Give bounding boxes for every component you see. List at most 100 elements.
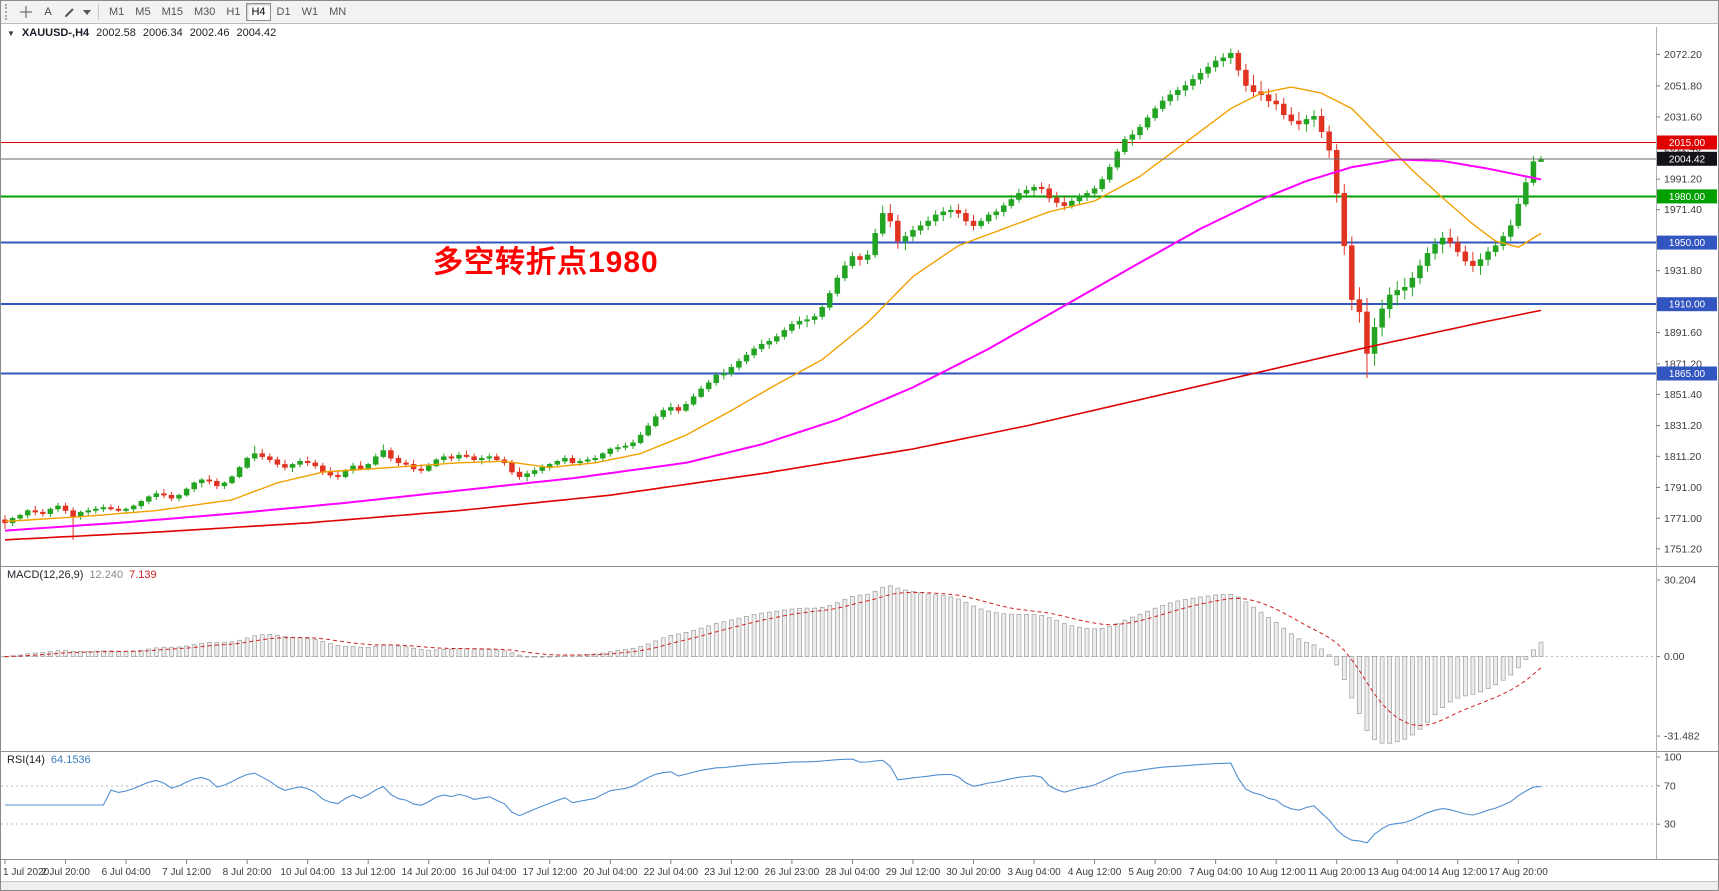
level-badge-1865.00: 1865.00 (1657, 366, 1717, 381)
time-axis-label: 10 Aug 12:00 (1247, 867, 1306, 878)
timeframe-button-m5[interactable]: M5 (130, 3, 155, 21)
candle (1197, 72, 1204, 80)
candle (1084, 193, 1090, 197)
toolbar: A M1 M5 M15 M30 H1 H4 D1 W1 MN (1, 1, 1718, 24)
candle (433, 459, 440, 467)
collapse-chart-icon[interactable]: ▼ (7, 28, 15, 38)
candle (1106, 166, 1113, 180)
candle (138, 501, 144, 507)
timeframe-button-h1[interactable]: H1 (221, 3, 245, 21)
candle (902, 236, 909, 242)
text-tool-label: A (44, 6, 52, 18)
candle (857, 256, 863, 260)
timeframe-button-mn[interactable]: MN (324, 3, 351, 21)
candle (441, 456, 447, 460)
candle (1091, 188, 1098, 194)
candle (1477, 259, 1484, 266)
time-axis-label: 4 Aug 12:00 (1068, 867, 1122, 878)
timeframe-button-m15[interactable]: M15 (157, 3, 188, 21)
candle (584, 459, 591, 462)
candle (789, 323, 795, 331)
draw-tool-caret-button[interactable] (81, 3, 93, 21)
candle (1031, 186, 1037, 191)
candle (713, 374, 720, 383)
text-tool-button[interactable]: A (37, 3, 59, 21)
candle (388, 450, 394, 459)
macd-histogram (2, 585, 1544, 744)
candle (1046, 188, 1052, 199)
candle (1311, 116, 1317, 120)
candle (1076, 196, 1083, 202)
candle (1371, 327, 1378, 354)
candle (645, 425, 651, 436)
candle (1318, 116, 1325, 132)
candle (872, 233, 878, 256)
candle (289, 464, 296, 468)
candle (940, 211, 946, 216)
candle (675, 407, 682, 411)
candle (1144, 117, 1151, 128)
candle (251, 453, 258, 459)
candle (698, 388, 704, 397)
candle (668, 407, 674, 411)
ma-fast (4, 86, 1542, 522)
candle (24, 510, 31, 516)
toolbar-separator (98, 4, 99, 20)
time-axis-label: 17 Aug 20:00 (1489, 867, 1548, 878)
candle (1137, 126, 1143, 136)
candle (373, 456, 379, 465)
candle (1432, 243, 1438, 254)
candle (342, 470, 349, 477)
timeframe-button-h4[interactable]: H4 (246, 3, 271, 21)
candle (1455, 242, 1461, 253)
candle (516, 471, 523, 477)
candle (1182, 85, 1189, 91)
candle (146, 496, 152, 502)
timeframe-button-w1[interactable]: W1 (297, 3, 324, 21)
toolbar-drag-handle[interactable] (5, 4, 11, 20)
candle (100, 507, 107, 510)
candle (418, 468, 424, 471)
bottom-strip (1, 881, 1718, 890)
candle (297, 461, 303, 465)
ma-slow (4, 309, 1542, 541)
candle (554, 461, 561, 465)
price-axis-label: 1931.80 (1664, 265, 1702, 277)
candle (312, 462, 318, 467)
candle (395, 457, 402, 464)
candle (1280, 103, 1287, 116)
candle (1069, 200, 1075, 206)
candle (85, 510, 91, 513)
candle (183, 488, 190, 496)
candle (1190, 79, 1196, 86)
candle (1523, 182, 1529, 205)
candle (895, 220, 901, 242)
timeframe-button-m30[interactable]: M30 (189, 3, 220, 21)
candle (1175, 89, 1181, 96)
timeframe-button-d1[interactable]: D1 (272, 3, 296, 21)
candle (849, 256, 856, 266)
candle (758, 343, 765, 350)
candle (206, 479, 213, 482)
candle (191, 482, 197, 490)
price-axis-label: 1791.00 (1664, 482, 1702, 494)
time-axis-label: 28 Jul 04:00 (825, 867, 880, 878)
price-axis-label: 1851.40 (1664, 389, 1702, 401)
candle (274, 459, 281, 465)
time-axis-label: 7 Aug 04:00 (1189, 867, 1243, 878)
timeframe-button-m1[interactable]: M1 (104, 3, 129, 21)
candle (229, 476, 235, 484)
candle (1515, 203, 1522, 226)
axis-label: 100 (1664, 752, 1682, 764)
candle (766, 340, 772, 345)
candle (176, 494, 182, 499)
draw-tool-button[interactable] (59, 3, 81, 21)
time-axis-label: 8 Jul 20:00 (223, 867, 272, 878)
candle (456, 454, 462, 459)
candle (660, 410, 667, 417)
candle (62, 505, 69, 511)
time-axis-label: 16 Jul 04:00 (462, 867, 517, 878)
crosshair-tool-button[interactable] (15, 3, 37, 21)
